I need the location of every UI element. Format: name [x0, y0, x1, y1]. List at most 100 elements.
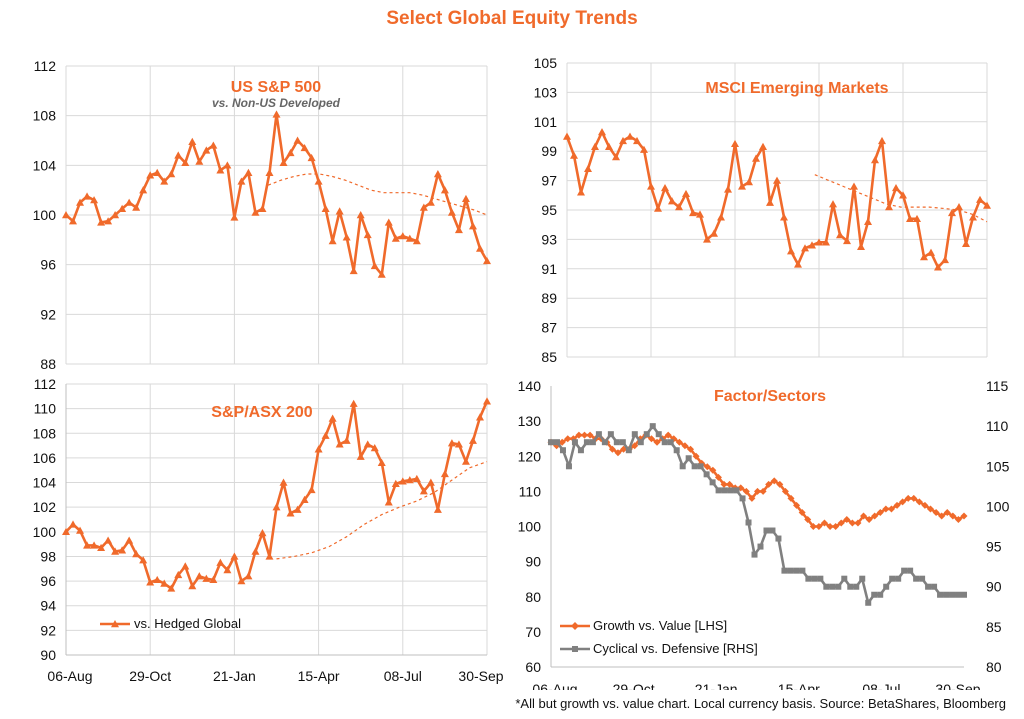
data-point	[726, 480, 734, 488]
data-point	[405, 476, 414, 484]
data-point	[668, 197, 676, 205]
data-point	[960, 512, 968, 520]
data-point	[787, 247, 795, 255]
data-point	[808, 241, 816, 249]
data-point	[104, 217, 113, 225]
data-point	[209, 141, 218, 149]
data-point	[931, 583, 938, 590]
data-point	[265, 168, 274, 176]
data-point	[742, 487, 750, 495]
data-point	[889, 575, 896, 582]
data-point	[948, 208, 956, 217]
data-point	[558, 438, 566, 446]
data-point	[653, 438, 661, 446]
trend-line-dashed	[814, 174, 988, 223]
data-point	[883, 583, 890, 590]
data-point	[174, 151, 183, 159]
data-point	[857, 242, 865, 250]
data-point	[910, 494, 918, 502]
data-point	[244, 572, 253, 580]
data-point	[871, 512, 879, 520]
y-tick-label: 112	[34, 58, 57, 74]
y-tick-label: 120	[518, 448, 542, 464]
data-point	[703, 235, 711, 243]
data-point	[920, 253, 928, 261]
x-tick-label: 29-Oct	[129, 668, 171, 684]
data-point	[906, 214, 914, 223]
data-point	[483, 397, 491, 405]
data-point	[335, 207, 344, 215]
data-point	[709, 479, 716, 486]
data-point	[815, 238, 823, 246]
data-point	[631, 431, 638, 438]
y-tick-label: 60	[525, 659, 541, 675]
y-tick-label: 95	[541, 202, 557, 218]
data-point	[848, 519, 856, 527]
data-point	[608, 445, 616, 453]
legend-label: Growth vs. Value [LHS]	[593, 618, 727, 633]
data-point	[941, 255, 949, 264]
data-point	[69, 217, 78, 225]
data-point	[614, 449, 622, 457]
data-point	[132, 549, 141, 558]
data-point	[949, 512, 957, 520]
data-point	[216, 558, 225, 566]
data-point	[770, 477, 778, 485]
data-point	[738, 182, 746, 190]
data-point	[654, 204, 662, 212]
data-point	[577, 188, 585, 196]
data-point	[854, 519, 862, 527]
panel-title: S&P/ASX 200	[211, 404, 312, 421]
data-point	[815, 523, 823, 530]
data-point	[919, 575, 926, 582]
data-point	[433, 170, 442, 178]
data-point	[850, 182, 858, 190]
data-point	[475, 244, 484, 252]
y-tick-label: 108	[33, 425, 57, 441]
series-line	[65, 400, 489, 590]
data-point	[799, 567, 806, 574]
data-point	[626, 132, 634, 140]
data-point	[483, 256, 491, 265]
panel-asx200: 90 92 94 96 98 100 102 104 106 108 110 112 06-Aug 29-…	[33, 376, 504, 684]
data-point	[955, 203, 963, 211]
legend-label: Cyclical vs. Defensive [RHS]	[593, 641, 758, 656]
data-point	[720, 480, 728, 488]
y-tick-label: 97	[541, 173, 557, 189]
data-point	[685, 455, 692, 462]
data-point	[419, 487, 428, 495]
data-point	[682, 189, 690, 198]
data-point	[300, 143, 309, 152]
y-tick-label: 96	[40, 257, 56, 273]
data-point	[575, 431, 583, 439]
panel-title: MSCI Emerging Markets	[705, 80, 888, 97]
data-point	[781, 487, 789, 495]
series-line-cyclical	[551, 424, 964, 605]
data-point	[892, 183, 900, 192]
x-tick-label: 21-Jan	[213, 668, 256, 684]
data-point	[132, 203, 141, 211]
data-point	[601, 439, 608, 446]
data-point	[160, 177, 169, 185]
data-point	[759, 142, 767, 150]
data-point	[118, 204, 127, 212]
data-point	[328, 414, 337, 422]
x-tick-label: 08-Jul	[384, 668, 422, 684]
y-tick-label: 88	[40, 356, 56, 372]
y-tick-label: 80	[525, 589, 541, 605]
y-tick-label: 108	[33, 108, 57, 124]
data-point	[447, 439, 456, 447]
y2-tick-label: 100	[986, 498, 1010, 514]
data-point	[934, 263, 942, 271]
data-point	[721, 487, 728, 494]
data-point	[885, 203, 893, 211]
data-point	[202, 146, 211, 154]
y2-tick-label: 90	[986, 579, 1002, 595]
data-point	[244, 168, 253, 176]
data-point	[607, 431, 614, 438]
data-point	[76, 198, 85, 206]
data-point	[125, 198, 134, 206]
data-point	[691, 463, 698, 470]
